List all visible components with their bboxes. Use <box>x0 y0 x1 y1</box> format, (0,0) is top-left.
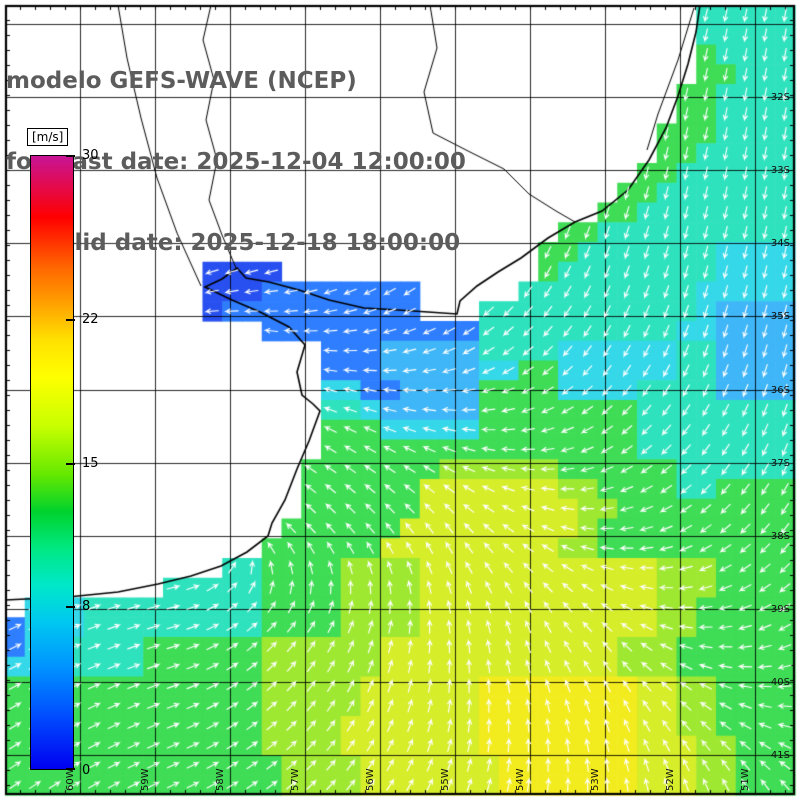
longitude-label: 55W <box>440 768 451 791</box>
latitude-label: 37S <box>770 458 790 469</box>
longitude-label: 51W <box>740 768 751 791</box>
colorbar-tick-label: 0 <box>82 763 91 778</box>
colorbar-tick <box>66 155 75 157</box>
latitude-label: 40S <box>770 677 790 688</box>
colorbar-tick-label: 8 <box>82 598 91 614</box>
colorbar-tick <box>66 605 75 608</box>
longitude-label: 53W <box>590 768 601 791</box>
colorbar-tick-label: 30 <box>82 148 99 163</box>
latitude-label: 38S <box>770 531 790 542</box>
colorbar-tick <box>66 768 75 770</box>
colorbar-tick-label: 15 <box>82 455 99 471</box>
colorbar-tick <box>66 462 75 465</box>
latitude-label: 41S <box>770 750 790 761</box>
latitude-label: 33S <box>770 165 790 176</box>
longitude-label: 58W <box>215 768 226 791</box>
latitude-label: 35S <box>770 311 790 322</box>
latitude-label: 34S <box>770 238 790 249</box>
colorbar-unit-label: [m/s] <box>27 128 69 146</box>
latitude-label: 32S <box>770 92 790 103</box>
colorbar-tick <box>66 319 75 322</box>
latitude-label: 36S <box>770 385 790 396</box>
longitude-label: 56W <box>365 768 376 791</box>
latitude-label: 39S <box>770 604 790 615</box>
longitude-label: 52W <box>665 768 676 791</box>
longitude-label: 54W <box>515 768 526 791</box>
colorbar: [m/s] 30 22 15 8 0 <box>27 128 150 777</box>
longitude-label: 57W <box>290 768 301 791</box>
colorbar-tick-label: 22 <box>82 312 99 328</box>
